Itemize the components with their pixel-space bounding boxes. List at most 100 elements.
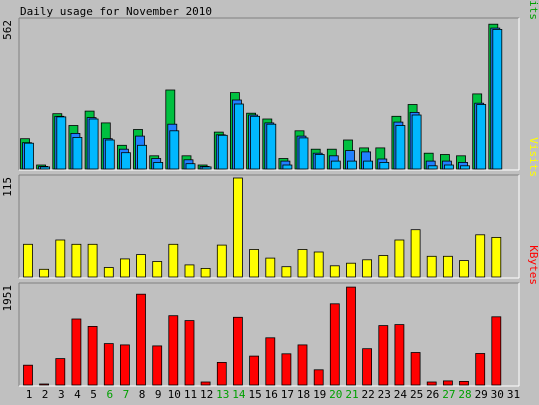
legend-entry: KBytes — [527, 245, 539, 285]
x-tick-label: 8 — [139, 388, 146, 401]
bar-pages-day-5 — [88, 118, 99, 170]
x-tick-label: 23 — [378, 388, 391, 401]
bar-kbytes-day-24 — [394, 324, 405, 386]
bar-visits-day-9 — [152, 261, 163, 278]
x-tick-label: 28 — [458, 388, 471, 401]
y-max-label: 562 — [1, 20, 14, 40]
bar-kbytes-day-3 — [55, 358, 66, 386]
x-tick-label: 26 — [426, 388, 439, 401]
bar-kbytes-day-13 — [216, 361, 227, 386]
x-tick-label: 18 — [297, 388, 310, 401]
bar-pages-day-12 — [201, 166, 212, 170]
legend-kbytes: KBytes — [527, 245, 539, 285]
bar-pages-day-16 — [266, 123, 277, 170]
bar-kbytes-day-2 — [39, 383, 49, 386]
x-tick-label: 27 — [442, 388, 455, 401]
bar-visits-day-8 — [136, 254, 146, 278]
x-tick-label: 17 — [281, 388, 294, 401]
bar-kbytes-day-6 — [103, 343, 114, 386]
bar-visits-day-13 — [216, 244, 227, 278]
x-tick-label: 10 — [168, 388, 181, 401]
bar-visits-day-2 — [39, 268, 49, 278]
bar-visits-day-5 — [87, 243, 98, 278]
bar-pages-day-14 — [233, 103, 244, 170]
x-tick-label: 11 — [184, 388, 197, 401]
bar-visits-day-20 — [329, 265, 340, 278]
bar-visits-day-25 — [410, 229, 421, 278]
x-tick-label: 16 — [265, 388, 278, 401]
legend-entry: Hits — [527, 0, 539, 20]
bar-pages-day-23 — [379, 161, 390, 170]
bar-visits-day-10 — [168, 243, 179, 278]
bar-pages-day-24 — [395, 125, 406, 170]
bar-kbytes-day-16 — [265, 337, 276, 386]
bar-pages-day-3 — [56, 116, 67, 170]
bar-kbytes-day-11 — [184, 320, 195, 386]
panel-visits: 115 Visits — [1, 137, 539, 279]
bar-visits-day-26 — [426, 255, 437, 278]
x-tick-label: 24 — [394, 388, 408, 401]
bar-pages-day-17 — [282, 164, 293, 170]
panel-kbytes: 1951 KBytes — [1, 245, 539, 387]
x-tick-label: 30 — [491, 388, 504, 401]
bar-pages-day-7 — [121, 152, 131, 170]
bar-visits-day-24 — [394, 239, 405, 278]
bar-pages-day-21 — [347, 160, 357, 170]
bar-pages-day-22 — [363, 160, 374, 170]
y-max-label: 1951 — [1, 285, 14, 312]
x-tick-label: 20 — [329, 388, 342, 401]
x-tick-label: 4 — [74, 388, 81, 401]
bar-pages-day-20 — [330, 160, 341, 170]
x-tick-label: 22 — [361, 388, 374, 401]
bar-kbytes-day-1 — [23, 364, 33, 386]
bar-visits-day-21 — [346, 262, 356, 278]
bar-pages-day-28 — [460, 165, 470, 170]
x-tick-label: 13 — [216, 388, 229, 401]
x-axis-labels: 1 2 3 4 5 6 7 8 9 10 11 12 13 14 15 16 17 18 19 20 21 22 23 24 2… — [26, 388, 520, 401]
bar-pages-day-10 — [169, 130, 180, 170]
bar-kbytes-day-10 — [168, 315, 179, 386]
bar-visits-day-6 — [103, 267, 114, 278]
bar-visits-day-28 — [459, 260, 469, 278]
bar-pages-day-4 — [72, 136, 83, 170]
bar-visits-day-15 — [249, 249, 260, 278]
bar-kbytes-day-28 — [459, 380, 469, 386]
bar-kbytes-day-25 — [410, 352, 421, 386]
bar-visits-day-18 — [297, 249, 308, 278]
bar-visits-day-1 — [23, 243, 33, 278]
bar-kbytes-day-29 — [475, 353, 486, 386]
bar-visits-day-23 — [378, 255, 389, 278]
bar-pages-day-1 — [24, 142, 34, 170]
bar-visits-day-27 — [442, 255, 453, 278]
legend-entry: Visits — [527, 137, 539, 177]
bar-visits-day-16 — [265, 257, 276, 278]
bar-kbytes-day-8 — [136, 293, 146, 386]
bar-kbytes-day-23 — [378, 325, 389, 386]
bar-kbytes-day-9 — [152, 345, 163, 386]
x-tick-label: 31 — [507, 388, 520, 401]
x-tick-label: 21 — [345, 388, 358, 401]
bar-visits-day-30 — [491, 236, 502, 278]
x-tick-label: 14 — [232, 388, 246, 401]
x-tick-label: 12 — [200, 388, 213, 401]
bar-visits-day-29 — [475, 234, 486, 278]
x-tick-label: 5 — [90, 388, 97, 401]
bar-pages-day-11 — [185, 163, 196, 170]
chart-title: Daily usage for November 2010 — [20, 5, 212, 18]
bar-kbytes-day-27 — [442, 380, 453, 386]
bar-visits-day-14 — [232, 177, 243, 278]
legend-visits: Visits — [527, 137, 539, 177]
bar-pages-day-8 — [137, 144, 147, 170]
bar-pages-day-26 — [427, 165, 438, 170]
bar-kbytes-day-22 — [362, 348, 373, 386]
bar-visits-day-19 — [313, 251, 324, 278]
bar-kbytes-day-19 — [313, 369, 324, 386]
bar-pages-day-2 — [40, 166, 50, 170]
y-max-label: 115 — [1, 177, 14, 197]
bar-kbytes-day-18 — [297, 344, 308, 386]
bar-pages-day-19 — [314, 154, 325, 170]
bar-pages-day-27 — [443, 164, 454, 170]
bar-pages-day-13 — [217, 134, 228, 170]
bar-kbytes-day-26 — [426, 381, 437, 386]
